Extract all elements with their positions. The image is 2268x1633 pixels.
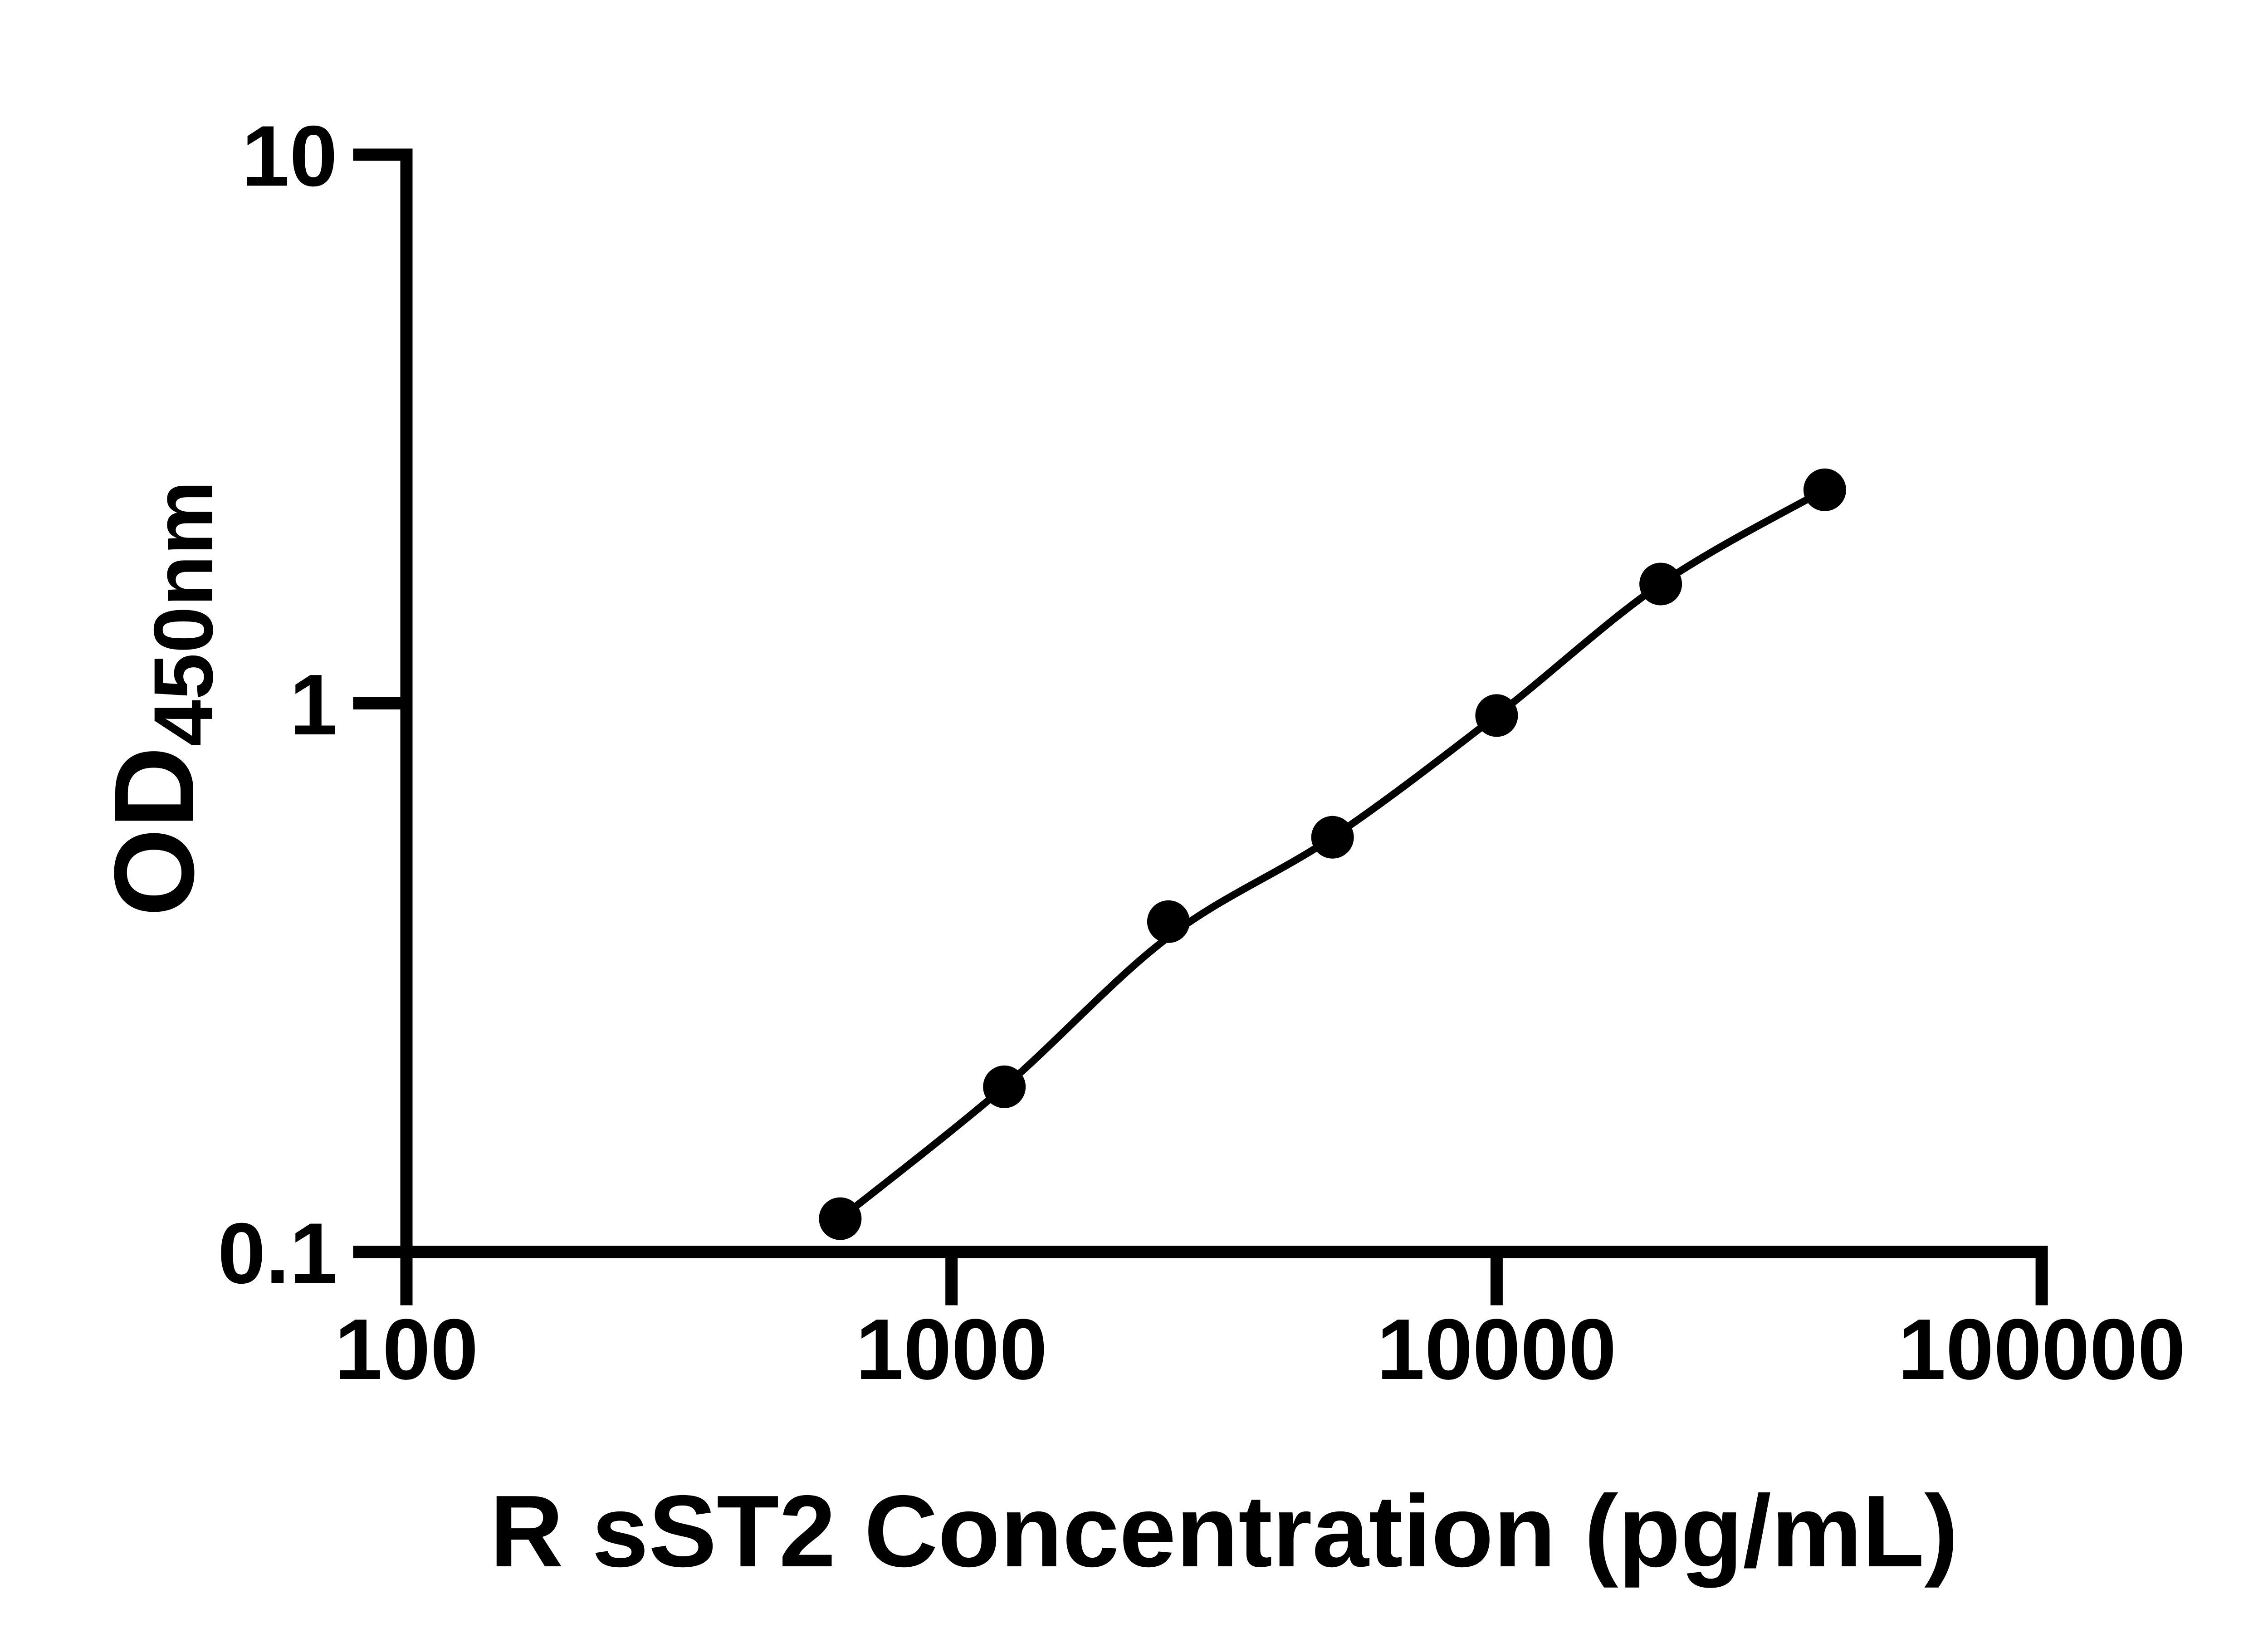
y-axis-title-main: OD <box>91 746 217 917</box>
data-point-40000 <box>1803 468 1846 511</box>
y-axis-title-subscript: 450nm <box>137 480 230 747</box>
data-point-1250 <box>983 1065 1026 1108</box>
data-point-10000 <box>1475 694 1518 737</box>
data-point-625 <box>819 1197 862 1240</box>
y-tick-label-1: 1 <box>289 657 337 753</box>
data-point-5000 <box>1311 816 1354 859</box>
x-tick-label-100: 100 <box>334 1301 478 1398</box>
y-tick-label-0.1: 0.1 <box>218 1205 337 1301</box>
y-axis-title: OD450nm <box>91 480 230 916</box>
x-tick-label-100000: 100000 <box>1898 1301 2185 1398</box>
x-tick-label-1000: 1000 <box>855 1301 1047 1398</box>
data-point-2500 <box>1147 900 1190 943</box>
x-tick-label-10000: 10000 <box>1377 1301 1616 1398</box>
x-axis-title: R sST2 Concentration (pg/mL) <box>489 1474 1959 1588</box>
data-point-20000 <box>1639 562 1682 606</box>
y-tick-label-10: 10 <box>242 108 337 204</box>
